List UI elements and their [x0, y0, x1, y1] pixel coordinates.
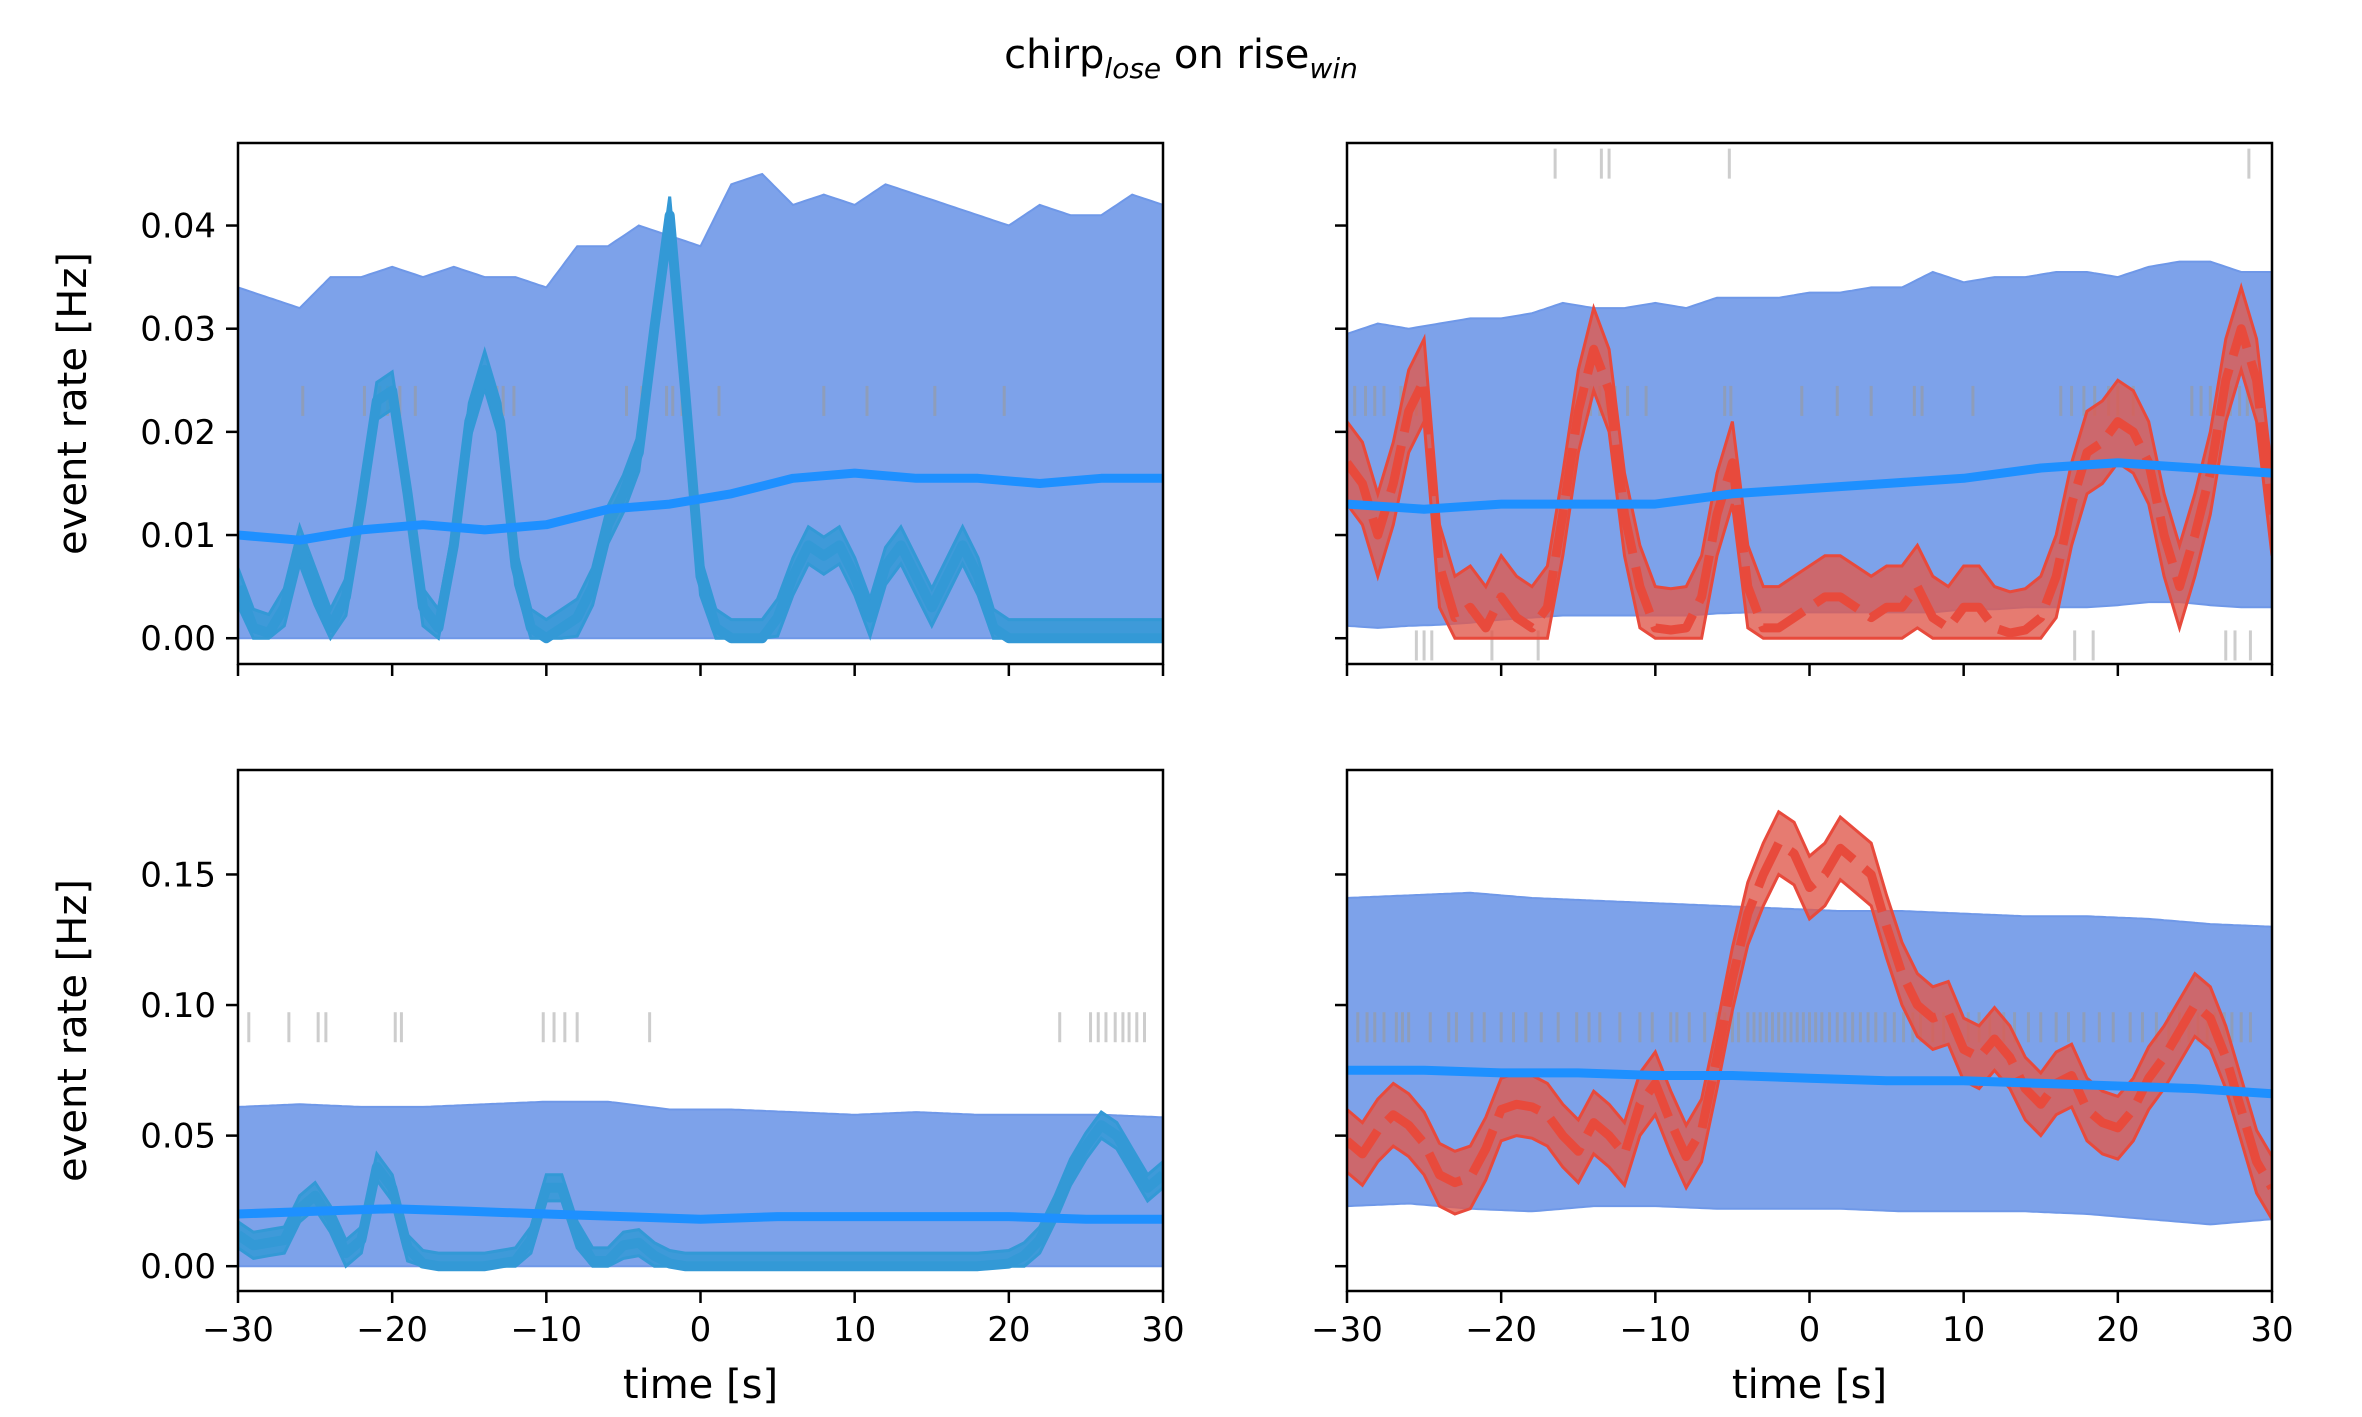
y-tick-label: 0.15: [140, 855, 216, 895]
y-tick-label: 0.00: [140, 619, 216, 659]
median-line: [238, 1204, 1163, 1224]
median-line: [238, 468, 1163, 545]
rate-band: [1347, 282, 2272, 640]
plot-area: [238, 1012, 1163, 1272]
median-line: [1347, 1065, 2272, 1099]
panel-bottom-left: −30 −20 −10 0 10 20 30 0.00 0.05 0.10 0.15 event ra…: [50, 768, 1185, 1408]
x-tick-label: −10: [1619, 1310, 1691, 1350]
rate-band: [1347, 809, 2272, 1223]
median-line: [1347, 458, 2272, 514]
y-tick-label: 0.04: [140, 207, 216, 247]
x-axis-label: time [s]: [1732, 1362, 1887, 1408]
y-axis-label: event rate [Hz]: [50, 252, 96, 555]
x-tick-label: 0: [690, 1310, 712, 1350]
x-tick-label: 10: [833, 1310, 876, 1350]
panel-top-right: [1335, 141, 2274, 676]
x-axis-label: time [s]: [623, 1362, 778, 1408]
null-band: [238, 1100, 1163, 1268]
rate-line: [238, 210, 1163, 644]
y-tick-label: 0.05: [140, 1117, 216, 1157]
x-tick-label: 20: [2096, 1310, 2139, 1350]
panel-bottom-right: −30 −20 −10 0 10 20 30 time [s]: [1311, 768, 2294, 1408]
rate-line: [1347, 838, 2272, 1191]
raster-row: [1553, 148, 2251, 179]
raster-row: [247, 1012, 1146, 1043]
y-tick-label: 0.10: [140, 986, 216, 1026]
y-tick-label: 0.03: [140, 310, 216, 350]
x-tick-label: −20: [356, 1310, 428, 1350]
plot-area: [1347, 809, 2272, 1226]
x-tick-label: 30: [1141, 1310, 1184, 1350]
x-tick-label: −10: [510, 1310, 582, 1350]
y-tick-label: 0.00: [140, 1247, 216, 1287]
rate-band: [238, 196, 1163, 642]
x-tick-label: −30: [1311, 1310, 1383, 1350]
y-tick-label: 0.02: [140, 413, 216, 453]
panel-top-left: 0.00 0.01 0.02 0.03 0.04 event rate [Hz]: [50, 141, 1165, 676]
rate-line: [1347, 324, 2272, 638]
plot-area: [238, 172, 1163, 644]
x-tick-label: −30: [202, 1310, 274, 1350]
x-tick-label: 30: [2250, 1310, 2293, 1350]
figure-title: chirplose on risewin: [1004, 32, 1358, 85]
x-tick-label: 10: [1942, 1310, 1985, 1350]
rate-line: [238, 1120, 1163, 1272]
y-tick-label: 0.01: [140, 516, 216, 556]
x-tick-label: 20: [987, 1310, 1030, 1350]
x-tick-label: 0: [1799, 1310, 1821, 1350]
x-tick-label: −20: [1465, 1310, 1537, 1350]
y-axis-label: event rate [Hz]: [50, 879, 96, 1182]
plot-area: [1347, 148, 2272, 661]
